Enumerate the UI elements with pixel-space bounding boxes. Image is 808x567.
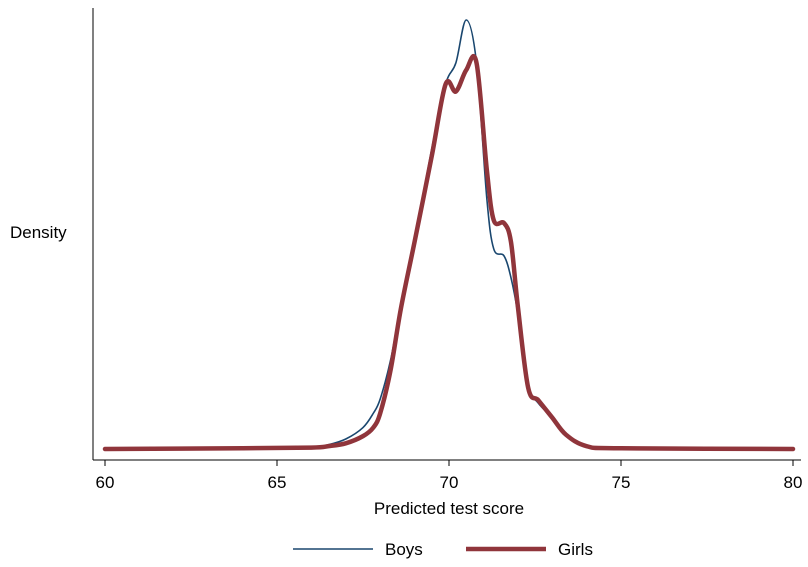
legend-label-girls: Girls <box>558 540 593 559</box>
plot-area <box>102 19 796 452</box>
x-tick-label: 70 <box>440 473 459 492</box>
x-tick-label: 75 <box>612 473 631 492</box>
x-axis-title: Predicted test score <box>374 499 524 518</box>
x-axis-ticks: 60 65 70 75 80 <box>96 460 803 492</box>
y-axis-title: Density <box>10 223 67 242</box>
legend: Boys Girls <box>293 540 593 559</box>
x-tick-label: 80 <box>784 473 803 492</box>
x-tick-label: 65 <box>268 473 287 492</box>
x-tick-label: 60 <box>96 473 115 492</box>
series-line-girls <box>102 54 796 452</box>
legend-label-boys: Boys <box>385 540 423 559</box>
